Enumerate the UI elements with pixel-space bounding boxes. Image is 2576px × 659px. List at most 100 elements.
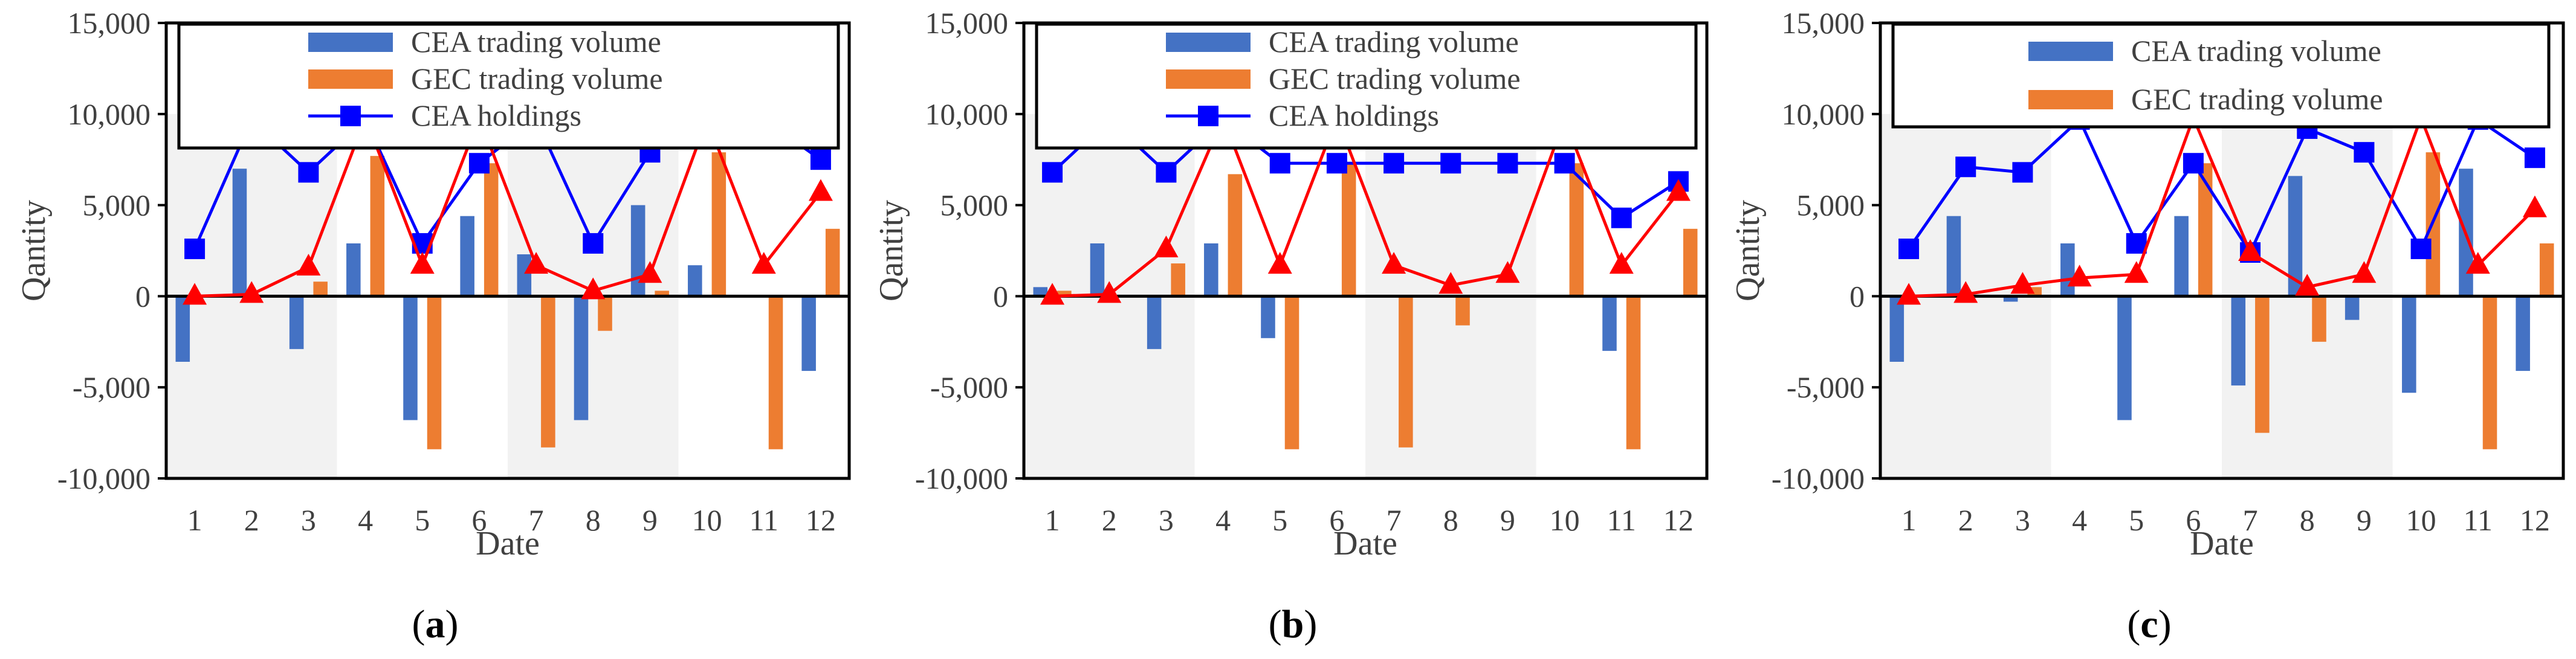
legend-marker: [340, 106, 361, 126]
legend-box: [1035, 22, 1698, 150]
x-tick-label: 6: [471, 503, 487, 537]
x-tick-label: 6: [1329, 503, 1344, 537]
gec-volume-bar-12: [825, 228, 840, 297]
x-tick-label: 4: [358, 503, 373, 537]
cea-volume-bar-2: [232, 169, 247, 297]
y-axis-title: Qantity: [873, 200, 910, 301]
gec-volume-bar-6: [1341, 163, 1356, 297]
gec-volume-bar-3: [313, 281, 328, 297]
y-tick-label: 10,000: [1782, 97, 1865, 131]
gec-holdings-line: [1909, 113, 2536, 298]
gec-volume-bar-1: [1057, 291, 1072, 297]
gec-holdings-marker-3: [1154, 235, 1179, 257]
gec-holdings-marker-4: [2067, 265, 2092, 287]
cea-holdings-marker-1: [1898, 238, 1920, 259]
cea-holdings-marker-6: [1326, 153, 1347, 174]
gec-holdings-marker-2: [1097, 281, 1122, 303]
y-tick-label: -5,000: [73, 370, 150, 404]
x-tick-label: 3: [1159, 503, 1174, 537]
x-tick-label: 5: [1272, 503, 1287, 537]
x-tick-label: 11: [1607, 503, 1636, 537]
gec-holdings-marker-3: [2010, 272, 2035, 294]
gec-volume-bar-6: [484, 163, 499, 297]
y-tick-label: 0: [993, 279, 1008, 313]
gec-volume-bar-4: [1228, 174, 1243, 297]
gec-holdings-marker-5: [2124, 261, 2149, 283]
gec-volume-bar-8: [598, 296, 612, 331]
legend-label: GEC trading volume: [2131, 82, 2383, 116]
cea-volume-bar-2: [1090, 243, 1105, 297]
gec-volume-bar-3: [1171, 263, 1185, 297]
cea-holdings-marker-3: [298, 162, 319, 183]
cea-volume-bar-5: [403, 296, 418, 420]
gec-holdings-marker-12: [1666, 179, 1691, 201]
legend-swatch: [2028, 42, 2113, 61]
cea-holdings-marker-9: [2354, 142, 2375, 163]
legend-swatch: [308, 33, 393, 52]
legend-box: [177, 22, 840, 150]
legend-label: CEA trading volume: [1269, 25, 1519, 59]
cea-holdings-marker-12: [2524, 147, 2545, 169]
cea-holdings-marker-6: [468, 153, 490, 174]
y-tick-label: 15,000: [925, 6, 1009, 40]
x-tick-label: 1: [1045, 503, 1060, 537]
cea-volume-bar-6: [2174, 216, 2189, 297]
x-tick-label: 10: [2406, 503, 2436, 537]
cea-volume-bar-10: [2402, 296, 2416, 393]
cea-volume-bar-11: [1602, 296, 1617, 351]
cea-volume-bar-12: [801, 296, 816, 371]
cea-holdings-marker-11: [1611, 207, 1632, 228]
x-tick-label: 10: [1550, 503, 1580, 537]
legend-label: CEA trading volume: [411, 25, 661, 59]
x-tick-label: 9: [2357, 503, 2372, 537]
gec-holdings-marker-3: [296, 254, 321, 276]
cea-holdings-marker-1: [184, 238, 205, 259]
gec-volume-bar-8: [2312, 296, 2326, 342]
cea-volume-bar-3: [289, 296, 304, 349]
x-tick-label: 3: [301, 503, 316, 537]
gec-holdings-marker-7: [524, 252, 549, 274]
cea-holdings-marker-8: [1440, 153, 1461, 174]
x-tick-label: 7: [2243, 503, 2258, 537]
x-tick-label: 2: [1102, 503, 1117, 537]
cea-holdings-marker-10: [1554, 153, 1575, 174]
legend-swatch: [308, 69, 393, 89]
y-tick-label: -10,000: [915, 461, 1008, 495]
gec-volume-bar-7: [541, 296, 555, 448]
cea-volume-bar-4: [346, 243, 361, 297]
cea-volume-bar-4: [2060, 243, 2075, 297]
cea-holdings-marker-5: [1269, 153, 1290, 174]
cea-holdings-marker-5: [2126, 233, 2147, 254]
legend-label: GEC trading volume: [1269, 62, 1521, 95]
x-tick-label: 10: [692, 503, 722, 537]
x-tick-label: 8: [586, 503, 601, 537]
x-tick-label: 12: [806, 503, 836, 537]
cea-holdings-marker-9: [1497, 153, 1518, 174]
gec-holdings-marker-9: [2352, 261, 2377, 283]
x-tick-label: 1: [187, 503, 202, 537]
gec-volume-bar-7: [1399, 296, 1413, 448]
x-tick-label: 1: [1901, 503, 1917, 537]
x-tick-label: 7: [529, 503, 544, 537]
cea-holdings-marker-8: [583, 233, 604, 254]
gec-holdings-marker-7: [2238, 239, 2263, 262]
gec-volume-bar-10: [711, 152, 727, 297]
y-tick-label: 0: [135, 279, 150, 313]
legend-swatch: [1166, 69, 1251, 89]
gec-holdings-marker-8: [1438, 272, 1463, 294]
panel-label: (b): [1269, 602, 1318, 646]
gec-holdings-marker-2: [239, 281, 264, 303]
x-tick-label: 2: [244, 503, 259, 537]
x-tick-label: 6: [2186, 503, 2201, 537]
y-tick-label: 15,000: [1782, 6, 1865, 40]
x-tick-label: 3: [2015, 503, 2030, 537]
gec-volume-bar-11: [1626, 296, 1641, 449]
cea-volume-bar-10: [688, 265, 702, 297]
cea-volume-bar-8: [2288, 176, 2303, 297]
gec-volume-bar-12: [2539, 243, 2554, 297]
legend-label: CEA trading volume: [2131, 34, 2381, 68]
cea-holdings-marker-2: [1955, 156, 1976, 178]
x-tick-label: 4: [2072, 503, 2087, 537]
cea-volume-bar-7: [517, 254, 532, 297]
